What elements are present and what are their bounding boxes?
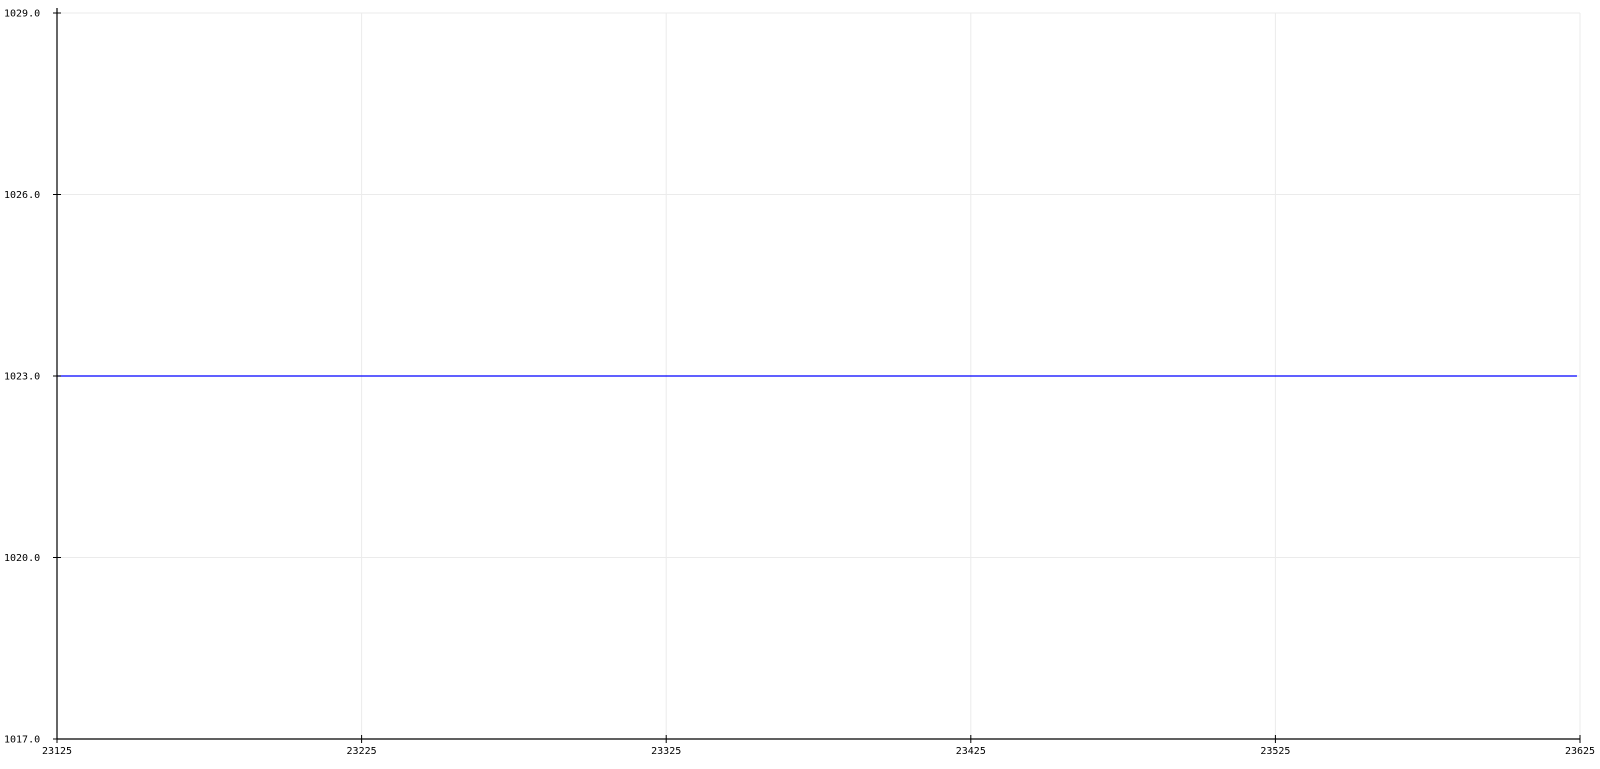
y-tick-label: 1029.0 [4,9,40,20]
x-tick-label: 23325 [651,746,681,757]
y-tick-label: 1017.0 [4,735,40,746]
x-tick-label: 23425 [956,746,986,757]
y-tick-label: 1023.0 [4,372,40,383]
axis-layer [56,8,1580,740]
x-tick-label: 23225 [347,746,377,757]
y-tick-label: 1026.0 [4,190,40,201]
x-tick-label: 23125 [42,746,72,757]
x-tick-label: 23525 [1260,746,1290,757]
tick-layer: 1017.0 1020.0 1023.0 1026.0 1029.0 23125 23225… [4,9,1595,758]
x-tick-label: 23625 [1565,746,1595,757]
y-tick-label: 1020.0 [4,553,40,564]
